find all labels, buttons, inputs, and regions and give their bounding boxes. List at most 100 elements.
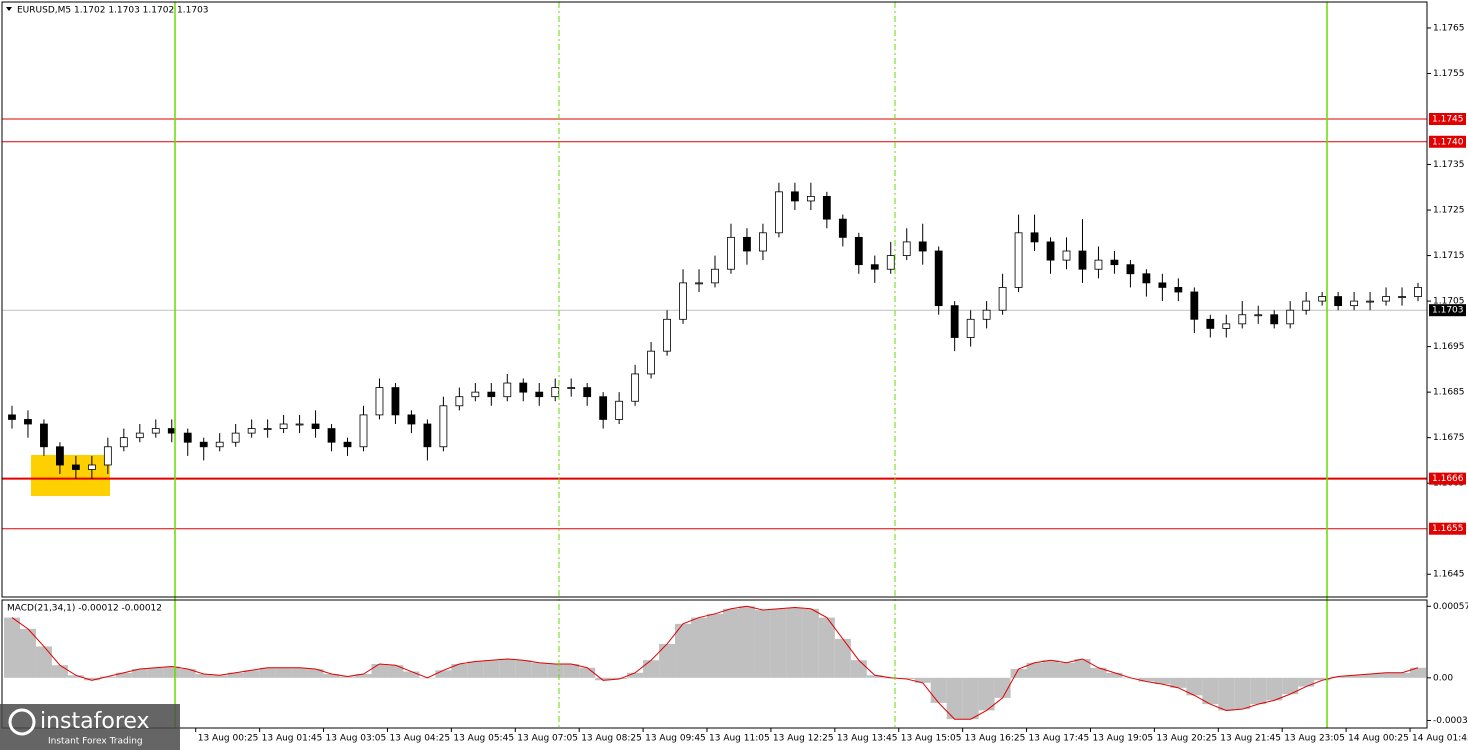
candle-body bbox=[567, 387, 576, 389]
macd-bar bbox=[531, 662, 548, 678]
macd-bar bbox=[1314, 677, 1331, 681]
x-tick-label: 13 Aug 03:05 bbox=[326, 734, 387, 744]
macd-bar bbox=[1250, 677, 1267, 705]
candle-body bbox=[87, 464, 96, 470]
base-layer: 1.1765 1.1755 1.1735 1.1725 1.1715 1.1705 1.16… bbox=[2, 23, 1468, 744]
candle-body bbox=[167, 428, 176, 434]
candle-body bbox=[1318, 296, 1327, 302]
candle-body bbox=[902, 241, 911, 256]
macd-bar bbox=[738, 606, 755, 678]
macd-bar bbox=[691, 617, 708, 678]
macd-bar bbox=[850, 660, 867, 678]
x-tick-label: 13 Aug 01:45 bbox=[262, 734, 323, 744]
macd-bar bbox=[659, 643, 676, 678]
candle-body bbox=[551, 387, 560, 398]
x-tick-label: 13 Aug 15:05 bbox=[901, 734, 962, 744]
macd-bar bbox=[259, 667, 276, 678]
macd-bar bbox=[83, 677, 100, 681]
candle-body bbox=[583, 387, 592, 398]
candle-body bbox=[503, 382, 512, 398]
x-tick-label: 13 Aug 16:25 bbox=[965, 734, 1026, 744]
candle-body bbox=[934, 250, 943, 307]
macd-bar bbox=[179, 669, 196, 678]
y-tick-label: 1.1725 bbox=[1433, 206, 1465, 216]
macd-bar bbox=[914, 677, 931, 683]
x-tick-label: 13 Aug 07:05 bbox=[517, 734, 578, 744]
x-tick-label: 14 Aug 01:45 bbox=[1412, 734, 1468, 744]
candle-body bbox=[1062, 250, 1071, 261]
x-tick-label: 13 Aug 23:05 bbox=[1284, 734, 1345, 744]
candle-body bbox=[854, 236, 863, 266]
candle-body bbox=[24, 419, 32, 425]
macd-bar bbox=[802, 608, 819, 678]
x-tick-label: 13 Aug 21:45 bbox=[1220, 734, 1281, 744]
macd-bar bbox=[483, 660, 500, 678]
level-label: 1.1666 bbox=[1432, 474, 1464, 484]
level-label: 1.1745 bbox=[1432, 114, 1464, 124]
candle-body bbox=[886, 255, 895, 270]
candle-body bbox=[119, 437, 128, 448]
candle-body bbox=[183, 432, 192, 443]
y-tick-label: 1.1735 bbox=[1433, 160, 1465, 170]
candle-body bbox=[407, 414, 416, 425]
x-tick-label: 13 Aug 17:45 bbox=[1029, 734, 1090, 744]
macd-bar bbox=[563, 664, 580, 678]
macd-bar bbox=[403, 671, 420, 678]
macd-bar bbox=[1090, 667, 1107, 678]
x-tick-label: 13 Aug 19:05 bbox=[1092, 734, 1153, 744]
candle-body bbox=[759, 232, 767, 252]
y-tick-label: 1.1675 bbox=[1433, 433, 1465, 443]
x-tick-label: 13 Aug 00:25 bbox=[198, 734, 259, 744]
candle-body bbox=[1334, 296, 1343, 307]
candle-body bbox=[8, 414, 16, 420]
macd-bar bbox=[1362, 674, 1379, 678]
candle-body bbox=[215, 441, 224, 448]
macd-bar bbox=[627, 672, 644, 678]
macd-bar bbox=[435, 670, 452, 678]
macd-bar bbox=[3, 617, 20, 678]
macd-bar bbox=[994, 677, 1011, 698]
candle-body bbox=[311, 423, 320, 429]
macd-bar bbox=[1026, 662, 1043, 678]
candle-body bbox=[663, 318, 671, 352]
x-tick-label: 13 Aug 20:25 bbox=[1156, 734, 1217, 744]
candle-body bbox=[599, 396, 608, 420]
candle-body bbox=[519, 382, 528, 393]
macd-bar bbox=[1186, 677, 1203, 696]
candle-body bbox=[1414, 287, 1422, 297]
level-label-bg bbox=[1429, 522, 1466, 535]
macd-title: MACD(21,34,1) -0.00012 -0.00012 bbox=[7, 604, 162, 614]
candle-body bbox=[870, 264, 879, 270]
macd-bar bbox=[866, 675, 883, 678]
candle-body bbox=[966, 318, 975, 338]
macd-bar bbox=[275, 667, 292, 678]
macd-bar bbox=[451, 664, 468, 678]
x-tick-label: 13 Aug 04:25 bbox=[389, 734, 450, 744]
macd-bar bbox=[1346, 675, 1363, 678]
macd-bar bbox=[51, 665, 68, 678]
candle-body bbox=[918, 241, 927, 252]
candle-body bbox=[487, 391, 496, 398]
candle-body bbox=[391, 387, 400, 416]
y-tick-label: 1.1695 bbox=[1433, 342, 1465, 352]
macd-bar bbox=[595, 677, 612, 681]
candle-body bbox=[535, 391, 544, 398]
main-frame bbox=[1, 1, 1428, 598]
macd-bar bbox=[930, 677, 947, 703]
candle-body bbox=[1030, 232, 1039, 243]
y-tick-label: 1.1705 bbox=[1433, 297, 1465, 307]
x-tick-label: 13 Aug 12:25 bbox=[773, 734, 834, 744]
macd-bar bbox=[643, 660, 660, 678]
macd-bar bbox=[1298, 677, 1315, 687]
candle-body bbox=[1206, 318, 1215, 329]
macd-bar bbox=[147, 667, 164, 678]
macd-bar bbox=[499, 658, 516, 678]
macd-bar bbox=[163, 666, 180, 678]
macd-bar bbox=[834, 638, 851, 678]
macd-bar bbox=[371, 664, 388, 678]
macd-bar bbox=[1106, 672, 1123, 678]
macd-bar bbox=[786, 607, 803, 678]
candle-body bbox=[1190, 291, 1199, 320]
macd-y-tick-label: 0.00057 bbox=[1433, 602, 1468, 612]
candle-body bbox=[1078, 250, 1087, 270]
